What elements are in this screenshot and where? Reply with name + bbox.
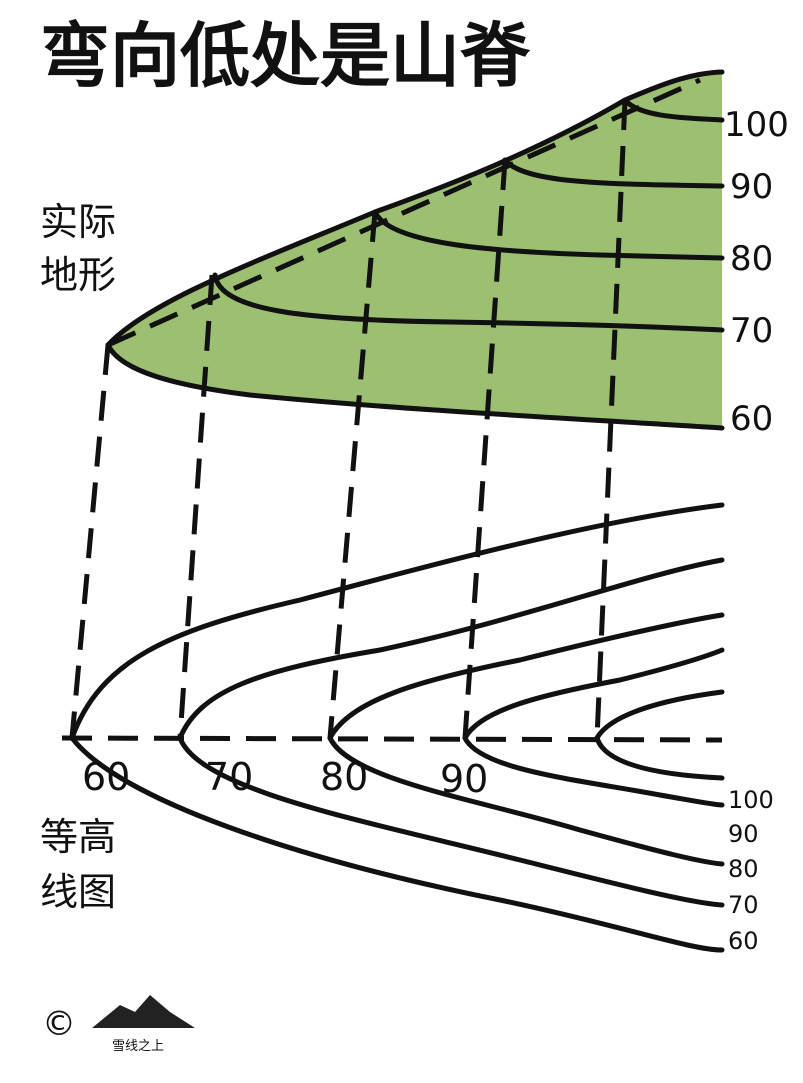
contour: [177, 735, 725, 908]
terrain-contour: [372, 209, 725, 261]
contour: [69, 735, 725, 953]
terrain-top: [105, 69, 725, 348]
axis-label: 80: [320, 755, 368, 799]
projection-line: [69, 344, 111, 739]
copyright: ©: [42, 1004, 76, 1044]
contour-label: 90: [728, 820, 759, 848]
contour: [177, 557, 725, 741]
axis-label: 60: [82, 755, 130, 799]
terrain-contour: [105, 342, 725, 431]
projection-line: [594, 99, 628, 739]
elevation-label: 70: [730, 311, 773, 351]
terrain-contour: [622, 97, 725, 123]
contour: [69, 502, 725, 741]
side-label: 地形: [40, 253, 116, 297]
title: 弯向低处是山脊: [40, 14, 531, 97]
contour-label: 60: [728, 927, 759, 955]
side-label: 等高: [40, 815, 116, 859]
contour-label: 70: [728, 891, 759, 919]
contour: [594, 735, 725, 781]
elevation-label: 60: [730, 399, 773, 439]
side-label: 实际: [40, 200, 116, 244]
logo-text: 雪线之上: [112, 1039, 164, 1054]
projection-line: [462, 159, 508, 739]
ridge-axis: [61, 735, 723, 743]
elevation-label: 90: [730, 167, 773, 207]
contour: [462, 647, 725, 741]
contour-label: 100: [728, 786, 774, 814]
contour: [327, 612, 725, 741]
terrain-contour: [502, 157, 725, 189]
contour: [327, 735, 725, 867]
contour-label: 80: [728, 855, 759, 883]
side-label: 线图: [40, 870, 116, 914]
elevation-label: 100: [724, 105, 789, 145]
projection-line: [327, 211, 378, 739]
terrain: [108, 72, 722, 428]
ridge-line: [106, 77, 702, 348]
logo-mountain: [92, 995, 195, 1028]
projection-line: [177, 274, 215, 739]
contour: [594, 689, 725, 741]
terrain-contour: [212, 272, 725, 333]
axis-label: 70: [205, 755, 253, 799]
contour: [462, 735, 725, 808]
axis-label: 90: [440, 757, 488, 801]
elevation-label: 80: [730, 239, 773, 279]
